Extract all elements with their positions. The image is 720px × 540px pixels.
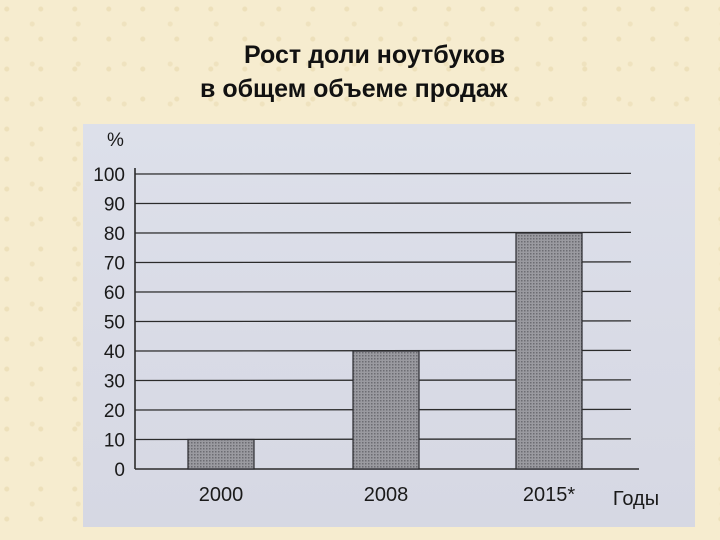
y-tick-label: 10 [104,431,125,452]
title-line-1: Рост доли ноутбуков [244,41,506,69]
y-tick-label: 70 [104,254,125,275]
y-tick-label: 20 [104,401,125,422]
y-tick-label: 80 [104,224,125,245]
bar-chart: 0 10 20 30 40 50 60 70 80 90 100% 2000 2008 2015* Годы [93,130,659,510]
y-tick-label: 30 [104,372,125,393]
x-category-label: 2015* [523,484,575,506]
x-category-label: 2008 [364,484,409,506]
bar-2015* [515,232,583,470]
bar-2008 [352,350,420,470]
gridline [134,172,632,175]
y-tick-label: 100 [93,165,125,186]
y-tick-label: 50 [104,313,125,334]
y-tick-label: 0 [114,460,125,481]
chart-area: 0 10 20 30 40 50 60 70 80 90 100% 2000 2008 2015* Годы [83,124,695,527]
bar-2000 [187,438,255,470]
y-tick-label: 90 [104,195,125,216]
title-line-2: в общем объеме продаж [200,75,508,103]
gridline [134,202,632,205]
y-tick-label: 60 [104,283,125,304]
x-axis-label: Годы [613,488,659,510]
chart-title: Рост доли ноутбуков в общем объеме прода… [150,38,590,106]
x-category-label: 2000 [199,484,244,506]
y-tick-label: 40 [104,342,125,363]
y-axis-unit-label: % [107,130,124,151]
